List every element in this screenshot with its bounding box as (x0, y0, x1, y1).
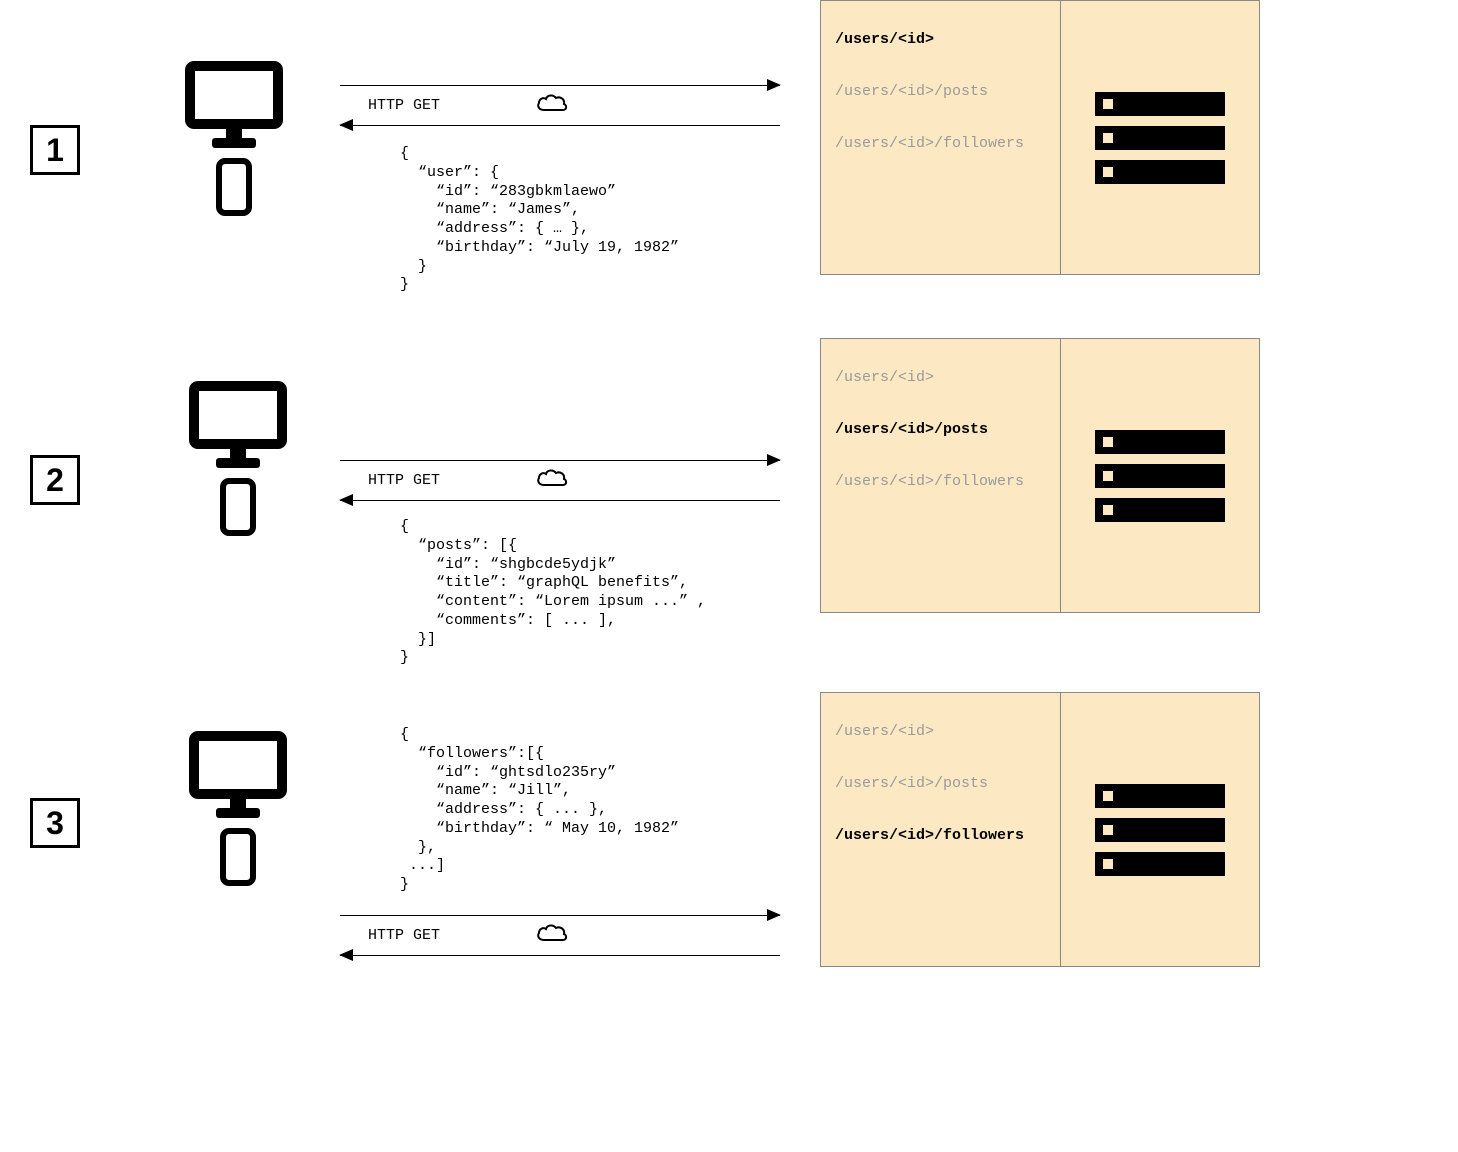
endpoint-path: /users/<id> (835, 369, 1046, 386)
http-method-label: HTTP GET (368, 97, 440, 114)
step-number-1: 1 (30, 125, 80, 175)
client-devices (184, 60, 284, 216)
server-rack-bar (1095, 784, 1225, 808)
endpoints-list: /users/<id> /users/<id>/posts/users/<id>/… (821, 339, 1061, 612)
server-panel: /users/<id> /users/<id>/posts/users/<id>/… (820, 692, 1260, 967)
json-payload: { “posts”: [{ “id”: “shgbcde5ydjk” “titl… (400, 518, 706, 668)
step-number-3: 3 (30, 798, 80, 848)
http-arrows: HTTP GET (340, 85, 780, 126)
server-panel: /users/<id> /users/<id>/posts/users/<id>/… (820, 0, 1260, 275)
endpoint-path: /users/<id>/followers (835, 827, 1046, 844)
response-arrow (340, 955, 780, 956)
request-arrow (340, 915, 780, 916)
http-arrows: HTTP GET (340, 460, 780, 501)
endpoint-path: /users/<id>/posts (835, 775, 1046, 792)
server-rack-bar (1095, 126, 1225, 150)
client-devices (188, 380, 288, 536)
server-rack-bar (1095, 430, 1225, 454)
response-arrow (340, 500, 780, 501)
endpoints-list: /users/<id> /users/<id>/posts/users/<id>/… (821, 693, 1061, 966)
http-arrows: HTTP GET (340, 915, 780, 956)
server-rack-bar (1095, 160, 1225, 184)
http-label-row: HTTP GET (340, 86, 780, 125)
http-method-label: HTTP GET (368, 472, 440, 489)
server-stack-icon (1061, 693, 1259, 966)
server-rack-bar (1095, 92, 1225, 116)
endpoint-path: /users/<id>/followers (835, 473, 1046, 490)
cloud-icon (535, 922, 569, 949)
server-panel: /users/<id> /users/<id>/posts/users/<id>/… (820, 338, 1260, 613)
server-stack-icon (1061, 1, 1259, 274)
step-number-2: 2 (30, 455, 80, 505)
server-rack-bar (1095, 852, 1225, 876)
step-number-label: 2 (46, 462, 64, 499)
endpoint-path: /users/<id>/posts (835, 421, 1046, 438)
phone-icon (216, 158, 284, 216)
response-arrow (340, 125, 780, 126)
monitor-icon (188, 380, 288, 470)
endpoint-path: /users/<id>/posts (835, 83, 1046, 100)
cloud-icon (535, 92, 569, 119)
server-rack-bar (1095, 498, 1225, 522)
json-payload: { “followers”:[{ “id”: “ghtsdlo235ry” “n… (400, 726, 679, 895)
monitor-icon (188, 730, 288, 820)
monitor-icon (184, 60, 284, 150)
step-number-label: 1 (46, 132, 64, 169)
endpoint-path: /users/<id> (835, 723, 1046, 740)
endpoints-list: /users/<id> /users/<id>/posts/users/<id>/… (821, 1, 1061, 274)
server-rack-bar (1095, 818, 1225, 842)
phone-icon (220, 828, 288, 886)
client-devices (188, 730, 288, 886)
step-number-label: 3 (46, 805, 64, 842)
server-rack-bar (1095, 464, 1225, 488)
cloud-icon (535, 467, 569, 494)
request-arrow (340, 460, 780, 461)
http-label-row: HTTP GET (340, 916, 780, 955)
phone-icon (220, 478, 288, 536)
endpoint-path: /users/<id> (835, 31, 1046, 48)
http-label-row: HTTP GET (340, 461, 780, 500)
server-stack-icon (1061, 339, 1259, 612)
json-payload: { “user”: { “id”: “283gbkmlaewo” “name”:… (400, 145, 679, 295)
request-arrow (340, 85, 780, 86)
http-method-label: HTTP GET (368, 927, 440, 944)
endpoint-path: /users/<id>/followers (835, 135, 1046, 152)
